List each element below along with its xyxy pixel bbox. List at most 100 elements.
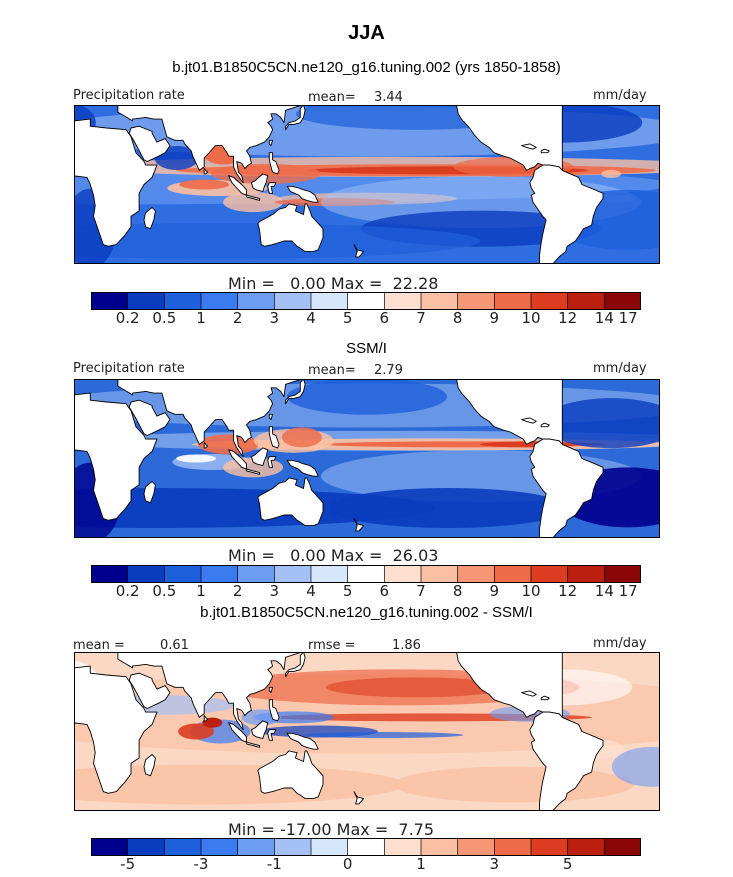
units-label: mm/day: [593, 361, 647, 376]
colorbar-tick-label: 14: [594, 309, 614, 327]
colorbar-swatch: [421, 292, 459, 310]
map-frame: [74, 379, 660, 538]
map-frame: [74, 652, 660, 811]
mean-value: 3.44: [374, 90, 403, 105]
colorbar-swatch: [164, 565, 202, 583]
land-cuba: [521, 143, 537, 150]
land-newguinea: [286, 732, 319, 750]
colorbar-tick-label: 5: [342, 582, 353, 600]
colorbar-tick-label: 9: [489, 309, 500, 327]
colorbar-swatch: [274, 292, 312, 310]
colorbar-tick-label: 2: [232, 309, 243, 327]
land-japan: [285, 379, 306, 405]
colorbar-swatch: [531, 838, 569, 856]
max-value: 7.75: [398, 820, 435, 839]
colorbar-swatch: [421, 565, 459, 583]
colorbar-tick-label: -5: [120, 855, 136, 873]
land-samerica: [529, 438, 604, 538]
precip-field: [178, 723, 215, 740]
colorbar-swatch: [127, 838, 165, 856]
colorbar-swatch: [311, 292, 349, 310]
precip-map-observed: [74, 379, 660, 538]
figure-title: JJA: [348, 22, 385, 44]
max-label: Max =: [336, 820, 389, 839]
colorbar-tick-label: 12: [558, 309, 578, 327]
land-australia: [257, 203, 324, 253]
land-eurasia: [74, 105, 303, 184]
units-label: mm/day: [593, 88, 647, 103]
colorbar-model: [91, 292, 641, 310]
colorbar-swatch: [201, 838, 239, 856]
land-newzealand: [353, 244, 365, 258]
land-sulawesi: [267, 182, 277, 194]
land-madagascar: [143, 207, 156, 230]
land-philippines: [268, 426, 280, 449]
precip-field: [287, 379, 447, 415]
colorbar-frame: [91, 292, 641, 310]
mean-value: 0.61: [160, 638, 189, 653]
colorbar-tick-label: 4: [306, 582, 316, 600]
min-label: Min =: [228, 274, 275, 293]
land-taiwan: [268, 686, 274, 694]
land-samerica: [529, 164, 604, 264]
colorbar-swatch: [604, 565, 641, 583]
land-srilanka: [203, 715, 208, 722]
colorbar-swatch: [311, 565, 349, 583]
land-srilanka: [203, 168, 208, 175]
land-arabia: [128, 399, 171, 436]
colorbar-swatch: [567, 838, 605, 856]
land-java: [246, 741, 261, 748]
colorbar-tick-label: 3: [269, 309, 280, 327]
colorbar-tick-label: 7: [416, 309, 426, 327]
precip-field: [611, 746, 660, 787]
land-hispaniola: [540, 695, 550, 701]
colorbar-swatch: [457, 565, 495, 583]
min-value: 0.00: [290, 274, 326, 293]
colorbar-swatch: [347, 838, 385, 856]
colorbar-swatch: [567, 292, 605, 310]
land-taiwan: [268, 413, 274, 421]
colorbar-tick-label: 2: [232, 582, 243, 600]
colorbar-tick-label: 1: [196, 582, 206, 600]
colorbar-observed: [91, 565, 641, 583]
land-srilanka: [203, 442, 208, 449]
colorbar-swatch: [384, 565, 422, 583]
colorbar-swatch: [531, 292, 569, 310]
colorbar-swatch: [91, 838, 129, 856]
colorbar-tick-label: 17: [618, 582, 638, 600]
colorbar-swatch: [237, 292, 275, 310]
colorbar-swatch: [494, 292, 532, 310]
land-newguinea: [286, 185, 319, 203]
colorbar-tick-label: 17: [618, 309, 638, 327]
land-arabia: [128, 672, 171, 709]
land-newzealand: [353, 518, 365, 532]
colorbar-swatch: [237, 565, 275, 583]
colorbar-tick-label: 5: [562, 855, 573, 873]
precip-field: [303, 732, 464, 739]
colorbar-tick-label: 0: [342, 855, 353, 873]
colorbar-frame: [91, 838, 641, 856]
mean-label: mean=: [308, 363, 356, 378]
colorbar-swatch: [127, 292, 165, 310]
precip-field: [179, 179, 230, 190]
land-borneo: [250, 447, 269, 467]
min-value: 0.00: [290, 546, 326, 565]
land-australia: [257, 750, 324, 800]
land-japan: [285, 652, 306, 678]
land-africa: [74, 118, 158, 247]
land-japan: [285, 105, 306, 131]
precip-map-model: [74, 105, 660, 264]
diff-title: b.jt01.B1850C5CN.ne120_g16.tuning.002 - …: [200, 604, 533, 621]
mean-value: 2.79: [374, 363, 403, 378]
land-africa: [74, 665, 158, 794]
land-samerica: [529, 711, 604, 811]
variable-label: Precipitation rate: [73, 88, 185, 103]
colorbar-tick-label: 7: [416, 582, 426, 600]
precip-field: [393, 766, 634, 803]
min-max-line: Min = -17.00 Max = 7.75: [228, 820, 434, 839]
colorbar-swatch: [127, 565, 165, 583]
land-hispaniola: [540, 422, 550, 428]
units-label: mm/day: [593, 636, 647, 651]
land-newzealand: [353, 791, 365, 805]
colorbar-tick-label: 3: [269, 582, 280, 600]
